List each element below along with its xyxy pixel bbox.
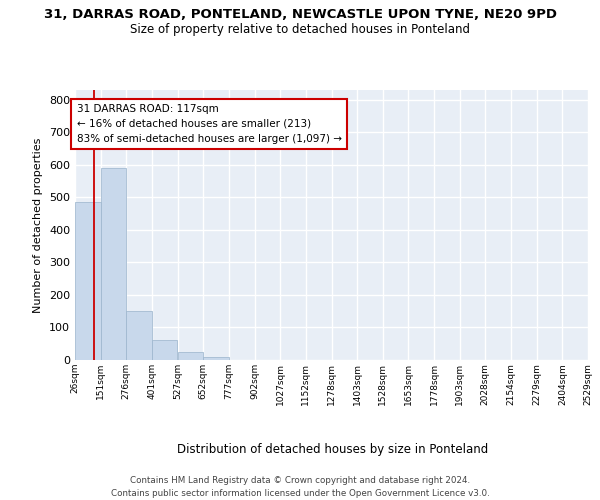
Bar bbox=[152, 340, 178, 360]
Text: 31, DARRAS ROAD, PONTELAND, NEWCASTLE UPON TYNE, NE20 9PD: 31, DARRAS ROAD, PONTELAND, NEWCASTLE UP… bbox=[44, 8, 557, 20]
Text: Distribution of detached houses by size in Ponteland: Distribution of detached houses by size … bbox=[178, 442, 488, 456]
Text: Size of property relative to detached houses in Ponteland: Size of property relative to detached ho… bbox=[130, 22, 470, 36]
Bar bbox=[101, 168, 126, 360]
Bar bbox=[178, 352, 203, 360]
Y-axis label: Number of detached properties: Number of detached properties bbox=[34, 138, 43, 312]
Text: 31 DARRAS ROAD: 117sqm
← 16% of detached houses are smaller (213)
83% of semi-de: 31 DARRAS ROAD: 117sqm ← 16% of detached… bbox=[77, 104, 341, 144]
Bar bbox=[75, 202, 101, 360]
Bar bbox=[126, 311, 152, 360]
Bar bbox=[203, 356, 229, 360]
Text: Contains HM Land Registry data © Crown copyright and database right 2024.
Contai: Contains HM Land Registry data © Crown c… bbox=[110, 476, 490, 498]
